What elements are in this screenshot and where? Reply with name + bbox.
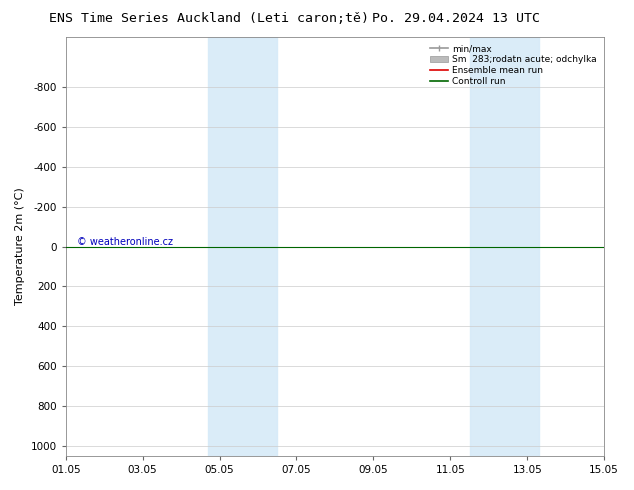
Bar (470, 37, 539, 456)
Text: ENS Time Series Auckland (Leti caron;tě): ENS Time Series Auckland (Leti caron;tě) (49, 12, 369, 25)
Text: Po. 29.04.2024 13 UTC: Po. 29.04.2024 13 UTC (373, 12, 540, 25)
Bar (208, 37, 277, 456)
Text: © weatheronline.cz: © weatheronline.cz (77, 237, 173, 246)
Y-axis label: Temperature 2m (°C): Temperature 2m (°C) (15, 188, 25, 305)
Legend: min/max, Sm  283;rodatn acute; odchylka, Ensemble mean run, Controll run: min/max, Sm 283;rodatn acute; odchylka, … (427, 42, 600, 88)
